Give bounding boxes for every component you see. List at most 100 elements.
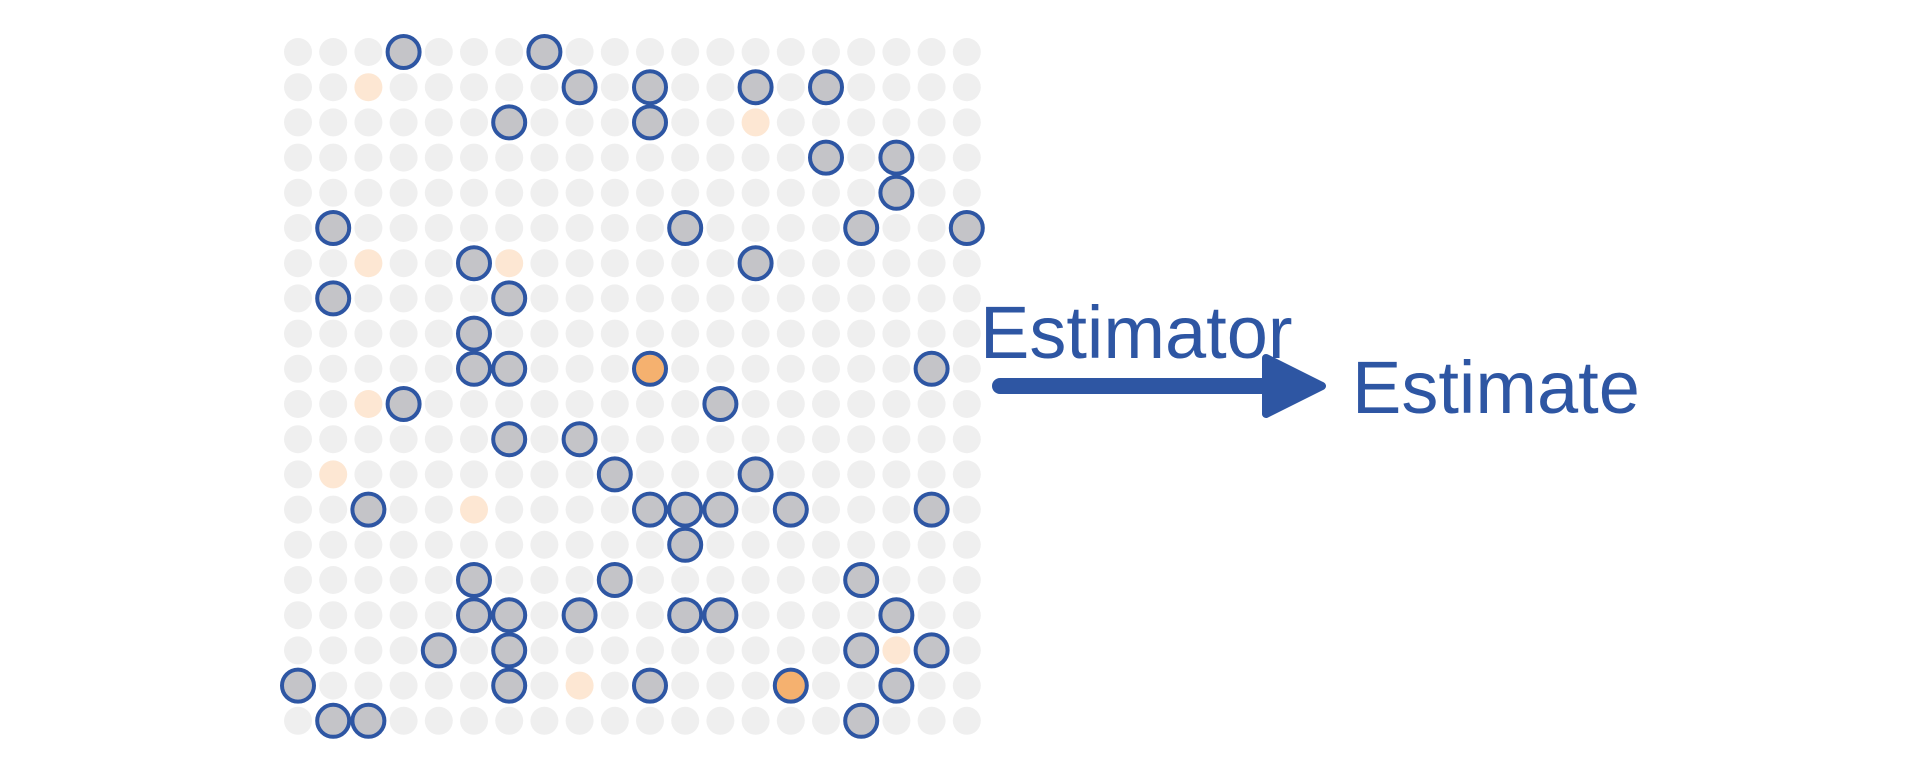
sampled-dot [702, 386, 739, 422]
population-dot [424, 566, 453, 594]
population-dot [917, 425, 946, 454]
population-dot [354, 284, 383, 313]
population-dot [600, 425, 629, 454]
population-dot [882, 566, 911, 594]
population-dot [460, 460, 488, 489]
population-dot [284, 319, 312, 348]
population-dot [706, 249, 735, 278]
population-dot [776, 601, 805, 630]
population-dot [284, 530, 312, 559]
population-dot [917, 73, 946, 102]
population-dot [389, 636, 418, 665]
estimator-label: Estimator [980, 291, 1293, 374]
population-dot [424, 108, 453, 137]
population-dot [530, 390, 559, 418]
population-dot [530, 566, 559, 594]
population-dot [706, 354, 735, 383]
population-dot [354, 460, 383, 489]
population-dot [284, 566, 312, 594]
population-dot [565, 636, 594, 665]
population-dot [389, 495, 418, 524]
population-dot [952, 425, 981, 454]
population-dot [812, 460, 840, 489]
population-dot [671, 390, 700, 418]
population-dot [917, 38, 946, 66]
population-dot [530, 706, 559, 735]
population-dot [460, 671, 488, 700]
sampled-dot [350, 702, 387, 739]
population-dot [389, 143, 418, 172]
population-dot [424, 671, 453, 700]
population-dot [530, 249, 559, 278]
population-dot [354, 671, 383, 700]
population-dot [284, 636, 312, 665]
population-dot [319, 601, 348, 630]
population-dot [284, 108, 312, 137]
arrow-head [1262, 354, 1326, 418]
population-dot [636, 214, 664, 242]
population-dot [882, 460, 911, 489]
population-dot [389, 706, 418, 735]
population-dot [565, 108, 594, 137]
sampled-dot [526, 34, 563, 70]
population-dot [917, 319, 946, 348]
population-dot [530, 178, 559, 207]
sampled-dot [843, 702, 880, 739]
sampled-dot [702, 491, 739, 528]
population-dot [952, 671, 981, 700]
population-dot [460, 425, 488, 454]
population-dot [882, 214, 911, 242]
population-dot [460, 214, 488, 242]
population-dot [847, 108, 876, 137]
population-dot [319, 495, 348, 524]
population-dot [565, 460, 594, 489]
population-dot [565, 178, 594, 207]
population-dot [530, 530, 559, 559]
sampled-highlighted-dot [772, 667, 809, 704]
population-highlight-dot [460, 495, 488, 524]
population-dot [565, 390, 594, 418]
population-dot [565, 284, 594, 313]
population-dot [812, 671, 840, 700]
population-dot [530, 425, 559, 454]
population-dot [424, 214, 453, 242]
estimator-arrow [992, 354, 1326, 418]
population-dot [776, 143, 805, 172]
population-dot [706, 636, 735, 665]
population-dot [741, 495, 770, 524]
population-dot [600, 601, 629, 630]
population-dot [812, 530, 840, 559]
population-dot [600, 636, 629, 665]
population-dot [636, 284, 664, 313]
population-dot [319, 178, 348, 207]
population-dot [319, 354, 348, 383]
population-dot [706, 178, 735, 207]
population-dot [389, 566, 418, 594]
population-dot [354, 178, 383, 207]
population-dot [284, 178, 312, 207]
sampled-dot [808, 69, 844, 106]
population-dot [636, 530, 664, 559]
population-dot [706, 73, 735, 102]
population-dot [600, 319, 629, 348]
population-dot [460, 143, 488, 172]
population-dot [671, 73, 700, 102]
sampled-dot [456, 350, 492, 387]
population-dot [319, 425, 348, 454]
population-dot [882, 249, 911, 278]
population-dot [952, 530, 981, 559]
population-dot [776, 108, 805, 137]
population-dot [952, 319, 981, 348]
population-dot [882, 73, 911, 102]
population-dot [706, 530, 735, 559]
population-dot [495, 143, 524, 172]
population-dot [952, 566, 981, 594]
population-dot [776, 249, 805, 278]
population-dot [671, 178, 700, 207]
population-dot [530, 460, 559, 489]
population-dot [952, 73, 981, 102]
population-dot [882, 284, 911, 313]
population-dot [319, 143, 348, 172]
sampled-dot [737, 456, 774, 493]
population-dot [424, 460, 453, 489]
